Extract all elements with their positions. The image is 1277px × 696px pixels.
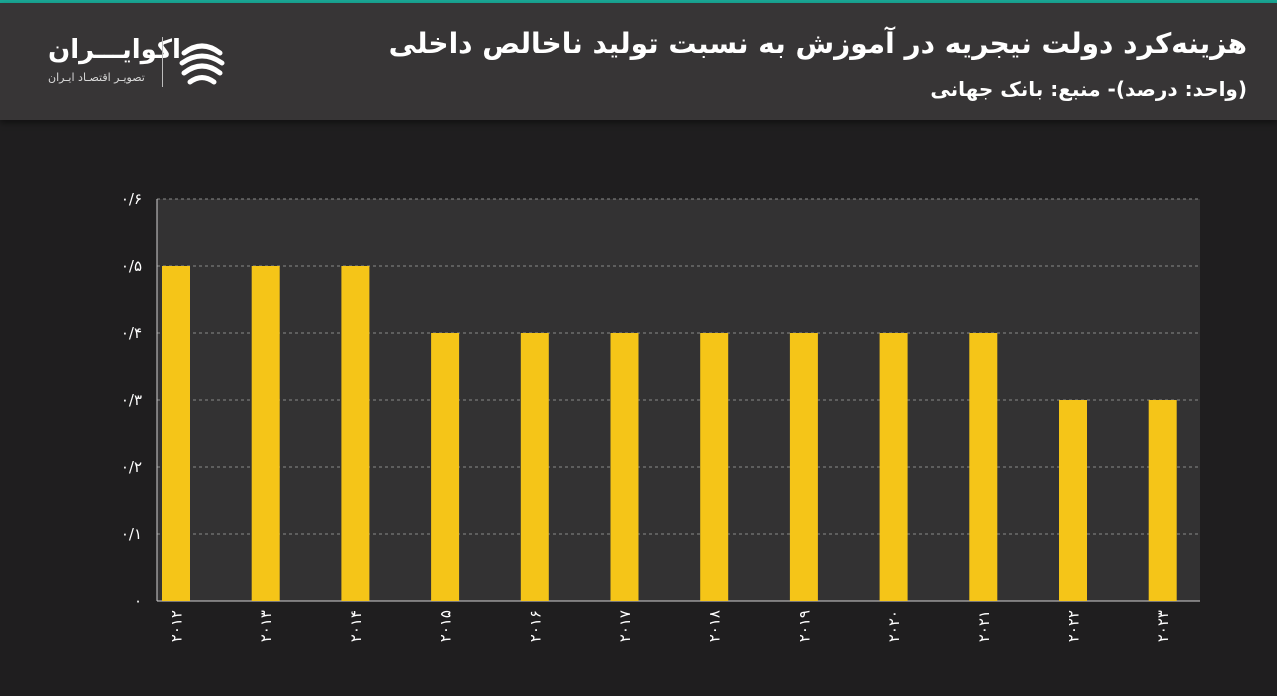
x-tick-label: ۲۰۱۸ [706,610,724,642]
x-tick-label: ۲۰۲۲ [1065,610,1083,642]
chart-title: هزینه‌کرد دولت نیجریه در آموزش به نسبت ت… [388,27,1247,60]
x-tick-label: ۲۰۱۵ [437,610,455,642]
chart-header: هزینه‌کرد دولت نیجریه در آموزش به نسبت ت… [0,3,1277,120]
x-tick-label: ۲۰۱۹ [795,610,813,642]
x-tick-label: ۲۰۱۴ [347,610,365,642]
bar [700,333,729,601]
chart-subtitle: (واحد: درصد)- منبع: بانک جهانی [930,77,1247,101]
x-tick-label: ۲۰۱۳ [257,610,275,642]
y-tick-label: ۰/۶ [121,190,142,208]
brand-logo: اکوایـــران تصویـر اقتصـاد ایـران [44,33,244,93]
y-tick-label: ۰/۴ [121,324,142,342]
bar [1148,400,1177,601]
x-tick-label: ۲۰۱۶ [526,610,544,642]
bar [879,333,908,601]
logo-divider [162,37,163,87]
y-tick-label: ۰/۱ [121,525,142,543]
logo-tagline: تصویـر اقتصـاد ایـران [48,71,145,84]
accent-line [0,0,1277,3]
bar [610,333,639,601]
logo-name: اکوایـــران [48,35,181,65]
x-tick-label: ۲۰۱۲ [168,610,186,642]
y-tick-label: ۰ [134,592,142,610]
bar [520,333,549,601]
x-tick-label: ۲۰۱۷ [616,610,634,642]
y-tick-label: ۰/۳ [121,391,142,409]
x-tick-label: ۲۰۲۰ [885,610,903,642]
ecoiran-logo-icon [179,43,225,85]
plot-area [157,199,1200,601]
y-tick-label: ۰/۵ [121,257,142,275]
y-tick-label: ۰/۲ [121,458,142,476]
x-tick-label: ۲۰۲۳ [1154,610,1172,642]
bar [251,266,280,601]
bar [431,333,460,601]
bar [789,333,818,601]
bar [341,266,370,601]
bar [1059,400,1087,601]
bar [162,266,190,601]
bar [969,333,998,601]
x-tick-label: ۲۰۲۱ [975,610,993,642]
